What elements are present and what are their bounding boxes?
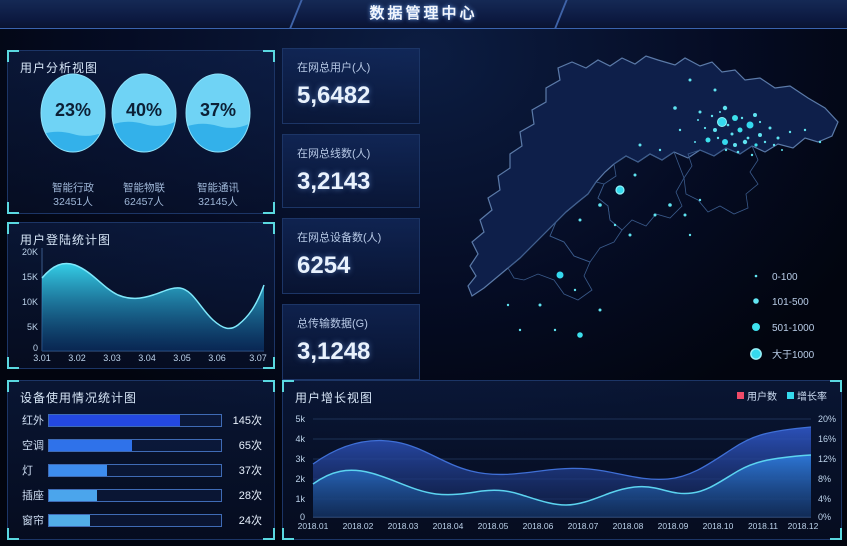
svg-text:10K: 10K: [22, 297, 38, 307]
svg-text:12%: 12%: [818, 454, 836, 464]
svg-text:2018.03: 2018.03: [388, 521, 419, 529]
svg-text:2k: 2k: [295, 474, 305, 484]
svg-text:2018.01: 2018.01: [298, 521, 329, 529]
svg-text:2018.04: 2018.04: [433, 521, 464, 529]
svg-text:5k: 5k: [295, 414, 305, 424]
svg-text:2018.09: 2018.09: [658, 521, 689, 529]
svg-text:3.02: 3.02: [68, 353, 86, 363]
svg-text:2018.07: 2018.07: [568, 521, 599, 529]
svg-text:3k: 3k: [295, 454, 305, 464]
svg-text:5K: 5K: [27, 322, 38, 332]
svg-text:3.06: 3.06: [208, 353, 226, 363]
svg-text:0: 0: [33, 343, 38, 353]
svg-text:大于1000: 大于1000: [772, 348, 815, 360]
svg-text:0-100: 0-100: [772, 272, 798, 283]
svg-text:2018.08: 2018.08: [613, 521, 644, 529]
svg-text:3.03: 3.03: [103, 353, 121, 363]
svg-text:4%: 4%: [818, 494, 831, 504]
svg-text:4k: 4k: [295, 434, 305, 444]
svg-text:2018.02: 2018.02: [343, 521, 374, 529]
svg-text:16%: 16%: [818, 434, 836, 444]
svg-text:3.04: 3.04: [138, 353, 156, 363]
svg-text:2018.11: 2018.11: [748, 521, 778, 529]
svg-text:501-1000: 501-1000: [772, 323, 815, 334]
svg-text:2018.05: 2018.05: [478, 521, 509, 529]
svg-text:0%: 0%: [818, 512, 831, 522]
svg-text:15K: 15K: [22, 272, 38, 282]
svg-text:2018.12: 2018.12: [788, 521, 819, 529]
svg-text:2018.06: 2018.06: [523, 521, 554, 529]
svg-text:8%: 8%: [818, 474, 831, 484]
svg-text:3.07: 3.07: [249, 353, 267, 363]
svg-text:101-500: 101-500: [772, 297, 809, 308]
svg-text:20%: 20%: [818, 414, 836, 424]
svg-text:3.01: 3.01: [33, 353, 51, 363]
svg-text:1k: 1k: [295, 494, 305, 504]
svg-text:20K: 20K: [22, 247, 38, 257]
svg-text:3.05: 3.05: [173, 353, 191, 363]
svg-text:2018.10: 2018.10: [703, 521, 734, 529]
